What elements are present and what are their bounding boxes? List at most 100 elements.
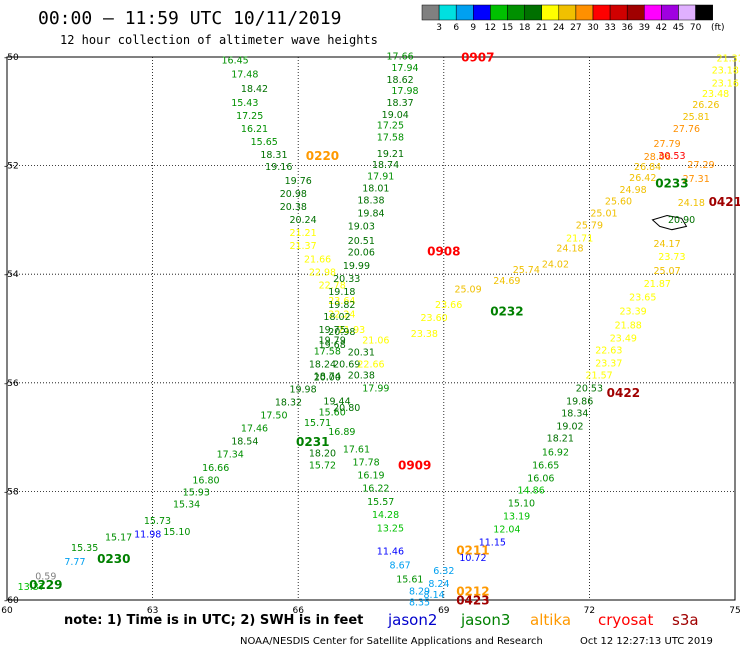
- wave-height-label: 25.81: [683, 112, 710, 123]
- pass-time-label: 0230: [97, 552, 130, 566]
- wave-height-label: 23.39: [619, 306, 646, 317]
- wave-height-label: 15.43: [231, 98, 258, 109]
- land-outline: [651, 215, 688, 231]
- wave-height-label: 18.54: [231, 437, 258, 448]
- wave-height-label: 25.01: [590, 209, 617, 220]
- colorbar-tick-label: 9: [470, 23, 476, 33]
- wave-height-label: 15.17: [105, 532, 132, 543]
- wave-height-label: 15.57: [367, 497, 394, 508]
- wave-height-label: 22.63: [595, 345, 622, 356]
- pass-time-label: 0422: [607, 386, 640, 400]
- wave-height-label: 23.18: [712, 65, 739, 76]
- wave-height-label: 18.37: [387, 98, 414, 109]
- wave-height-label: 23.64: [328, 296, 355, 307]
- wave-height-label: 20.98: [280, 189, 307, 200]
- wave-height-label: 11.15: [479, 538, 506, 549]
- wave-height-label: 17.25: [236, 111, 263, 122]
- wave-height-label: 18.74: [372, 160, 399, 171]
- wave-height-label: 20.80: [333, 403, 360, 414]
- wave-height-label: 15.60: [319, 407, 346, 418]
- wave-height-label: 24.18: [556, 243, 583, 254]
- wave-height-label: 19.76: [285, 176, 312, 187]
- legend-entry: jason3: [460, 611, 510, 629]
- y-tick-label: -50: [4, 53, 19, 63]
- wave-height-label: 20.53: [576, 383, 603, 394]
- wave-height-label: 15.65: [251, 137, 278, 148]
- colorbar-tick-label: 70: [690, 23, 702, 33]
- pass-time-label: 0212: [456, 585, 489, 599]
- wave-height-label: 15.72: [309, 461, 336, 472]
- wave-height-label: 22.98: [309, 267, 336, 278]
- wave-height-label: 11.46: [377, 546, 404, 557]
- pass-time-label: 0232: [490, 304, 523, 318]
- wave-height-label: 18.74: [314, 372, 341, 383]
- wave-height-label: 18.01: [362, 184, 389, 195]
- colorbar-swatch: [558, 4, 577, 21]
- colorbar-swatch: [438, 4, 457, 21]
- wave-height-label: 20.31: [348, 348, 375, 359]
- colorbar-tick-label: 33: [604, 23, 615, 33]
- colorbar-unit: (ft): [711, 23, 725, 33]
- wave-height-label: 19.04: [382, 110, 409, 121]
- wave-height-label: 20.06: [348, 248, 375, 259]
- wave-height-label: 16.89: [328, 427, 355, 438]
- y-tick-label: -52: [4, 162, 19, 172]
- footer-note: note: 1) Time is in UTC; 2) SWH is in fe…: [64, 613, 363, 628]
- footer-timestamp: Oct 12 12:27:13 UTC 2019: [580, 636, 713, 647]
- wave-height-label: 18.42: [241, 84, 268, 95]
- colorbar-tick-label: 30: [587, 23, 599, 33]
- wave-height-label: 18.20: [309, 449, 336, 460]
- colorbar-swatch: [592, 4, 611, 21]
- wave-height-label: 21.88: [615, 321, 642, 332]
- wave-height-label: 27.29: [687, 160, 714, 171]
- wave-height-label: 23.65: [629, 292, 656, 303]
- wave-height-label: 17.48: [231, 70, 258, 81]
- wave-height-label: 28.06: [644, 152, 671, 163]
- wave-height-label: 18.21: [547, 433, 574, 444]
- wave-height-label: 17.78: [353, 457, 380, 468]
- colorbar-tick-label: 45: [673, 23, 684, 33]
- colorbar-swatch: [507, 4, 525, 21]
- wave-height-label: 15.61: [396, 575, 423, 586]
- colorbar-tick-label: 42: [656, 23, 667, 33]
- colorbar-swatch: [644, 4, 662, 21]
- wave-height-label: 21.06: [362, 336, 389, 347]
- wave-height-label: 8.67: [390, 561, 411, 572]
- wave-height-label: 20.33: [333, 274, 360, 285]
- wave-height-label: 17.34: [217, 450, 244, 461]
- wave-height-label: 26.42: [629, 173, 656, 184]
- wave-height-label: 17.98: [391, 86, 418, 97]
- colorbar-swatch: [524, 4, 542, 21]
- wave-height-label: 18.62: [387, 75, 414, 86]
- colorbar-swatch: [455, 4, 474, 21]
- wave-height-label: 15.10: [508, 499, 535, 510]
- y-tick-label: -56: [4, 379, 19, 389]
- wave-height-label: 16.92: [542, 448, 569, 459]
- wave-height-label: 18.38: [357, 196, 384, 207]
- wave-height-label: 16.80: [192, 475, 219, 486]
- wave-height-label: 12.04: [493, 525, 520, 536]
- wave-height-label: 24.18: [678, 198, 705, 209]
- colorbar-swatch: [678, 4, 696, 21]
- wave-height-label: 25.74: [513, 265, 540, 276]
- wave-height-label: 17.58: [314, 347, 341, 358]
- wave-height-label: 19.86: [566, 397, 593, 408]
- wave-height-label: 23.49: [610, 334, 637, 345]
- wave-height-label: 15.10: [163, 527, 190, 538]
- wave-height-label: 19.75: [319, 325, 346, 336]
- wave-height-label: 19.03: [348, 222, 375, 233]
- wave-height-label: 16.19: [357, 470, 384, 481]
- x-tick-label: 60: [1, 606, 13, 616]
- wave-height-label: 22.24: [328, 310, 355, 321]
- wave-height-label: 21.66: [304, 254, 331, 265]
- wave-height-label: 20.24: [289, 215, 316, 226]
- wave-height-label: 15.73: [144, 516, 171, 527]
- colorbar-tick-label: 3: [436, 23, 442, 33]
- wave-height-label: 17.91: [367, 172, 394, 183]
- wave-height-label: 27.31: [683, 174, 710, 185]
- colorbar-swatch: [609, 4, 628, 21]
- wave-height-label: 8.29: [409, 587, 430, 598]
- wave-height-label: 23.38: [411, 329, 438, 340]
